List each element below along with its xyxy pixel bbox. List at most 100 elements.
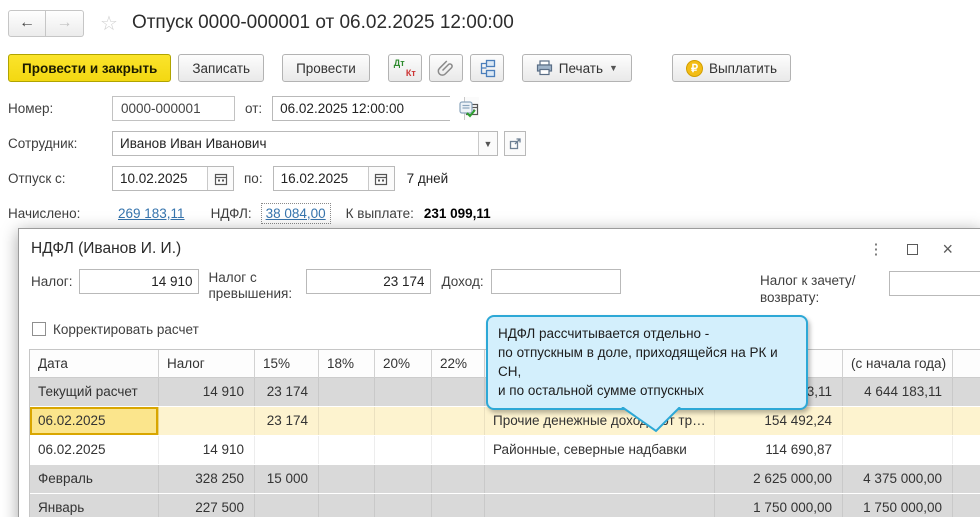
accrued-amount-link[interactable]: 269 183,11 (118, 206, 185, 221)
cell[interactable]: 114 690,87 (715, 436, 843, 464)
open-form-icon (509, 137, 521, 149)
table-row-selected[interactable]: 06.02.2025 23 174 Прочие денежные доходы… (30, 407, 980, 436)
printer-icon (536, 60, 552, 76)
cell[interactable] (375, 465, 432, 493)
col-22[interactable]: 22% (432, 350, 485, 378)
print-label: Печать (558, 60, 604, 76)
cell[interactable] (432, 378, 485, 406)
cell[interactable]: 4 375 000,00 (843, 465, 953, 493)
ndfl-label: НДФЛ: (210, 206, 252, 221)
page-title: Отпуск 0000-000001 от 06.02.2025 12:00:0… (131, 12, 514, 33)
cell[interactable] (159, 407, 255, 435)
cell[interactable]: 14 910 (159, 436, 255, 464)
number-label: Номер: (8, 101, 54, 116)
ndfl-amount-link[interactable]: 38 084,00 (260, 203, 331, 224)
save-button[interactable]: Записать (178, 54, 265, 82)
post-and-close-button[interactable]: Провести и закрыть (8, 54, 172, 82)
calendar-icon (374, 173, 388, 185)
date-input[interactable] (273, 97, 465, 120)
cell[interactable]: 328 250 (159, 465, 255, 493)
cell[interactable] (843, 436, 953, 464)
forward-arrow-icon[interactable]: → (46, 9, 84, 37)
cell[interactable] (255, 436, 319, 464)
attachments-button[interactable] (428, 54, 463, 82)
cell[interactable] (319, 378, 375, 406)
excess-tax-input[interactable] (306, 269, 432, 294)
cell[interactable]: 227 500 (159, 494, 255, 517)
employee-input[interactable] (113, 132, 478, 155)
ruble-coin-icon: ₽ (685, 59, 703, 77)
cell[interactable]: 2 625 000,00 (715, 465, 843, 493)
back-arrow-icon[interactable]: ← (8, 9, 46, 37)
cell[interactable] (375, 494, 432, 517)
cell[interactable]: Февраль (30, 465, 159, 493)
dialog-fields: Налог: Налог с превышения: Доход: Налог … (19, 269, 980, 433)
cell[interactable] (319, 465, 375, 493)
post-button[interactable]: Провести (282, 54, 370, 82)
cell[interactable] (319, 494, 375, 517)
pay-button[interactable]: ₽ Выплатить (671, 54, 792, 82)
income-input[interactable] (490, 269, 621, 294)
close-icon[interactable]: × (942, 238, 953, 259)
cell[interactable]: 14 910 (159, 378, 255, 406)
cell[interactable]: 1 750 000,00 (715, 494, 843, 517)
cell[interactable] (432, 436, 485, 464)
calendar-picker-button[interactable] (207, 167, 233, 190)
vacation-days-text: 7 дней (406, 171, 449, 186)
tax-offset-input[interactable] (889, 271, 980, 296)
employee-dropdown-button[interactable]: ▼ (478, 132, 497, 155)
cell[interactable] (375, 436, 432, 464)
table-row[interactable]: Январь 227 500 1 750 000,00 1 750 000,00 (30, 494, 980, 517)
dtkt-postings-button[interactable]: Дт Кт (387, 54, 422, 82)
col-20[interactable]: 20% (375, 350, 432, 378)
cell[interactable]: Текущий расчет (30, 378, 159, 406)
col-filler (953, 350, 980, 378)
print-button[interactable]: Печать ▼ (521, 54, 632, 82)
cell[interactable] (432, 407, 485, 435)
cell[interactable]: Январь (30, 494, 159, 517)
col-date[interactable]: Дата (30, 350, 159, 378)
maximize-icon[interactable] (907, 243, 919, 255)
col-ytd[interactable]: (с начала года) (843, 350, 953, 378)
cell[interactable] (319, 407, 375, 435)
cell[interactable] (375, 407, 432, 435)
cell[interactable]: 06.02.2025 (30, 436, 159, 464)
cell[interactable] (432, 494, 485, 517)
favorite-star-icon[interactable]: ☆ (100, 12, 118, 35)
col-15[interactable]: 15% (255, 350, 319, 378)
vacation-to-input[interactable] (273, 167, 368, 190)
cell[interactable] (485, 494, 715, 517)
number-input[interactable] (112, 96, 235, 121)
related-documents-button[interactable] (469, 54, 504, 82)
structure-icon (481, 59, 496, 77)
tooltip-line: НДФЛ рассчитывается отдельно - (498, 326, 710, 341)
cell[interactable]: 4 644 183,11 (843, 378, 953, 406)
open-employee-button[interactable] (504, 131, 526, 156)
tooltip-line: по отпускным в доле, приходящейся на РК … (498, 345, 778, 379)
cell[interactable] (375, 378, 432, 406)
cell[interactable] (843, 407, 953, 435)
cell[interactable] (432, 465, 485, 493)
cell[interactable]: 15 000 (255, 465, 319, 493)
document-form: Номер: от: Сотрудник: (8, 95, 980, 227)
ndfl-dialog: НДФЛ (Иванов И. И.) ⋮ × Налог: Налог с п… (18, 228, 980, 517)
cell[interactable]: 23 174 (255, 378, 319, 406)
set-time-button[interactable] (456, 96, 478, 121)
dialog-menu-icon[interactable]: ⋮ (868, 241, 884, 258)
col-tax[interactable]: Налог (159, 350, 255, 378)
cell-active[interactable]: 06.02.2025 (30, 407, 159, 435)
cell[interactable]: 1 750 000,00 (843, 494, 953, 517)
table-row[interactable]: Февраль 328 250 15 000 2 625 000,00 4 37… (30, 465, 980, 494)
cell[interactable] (485, 465, 715, 493)
col-18[interactable]: 18% (319, 350, 375, 378)
calendar-picker-button[interactable] (367, 167, 394, 190)
cell[interactable]: 154 492,24 (715, 407, 843, 435)
table-row[interactable]: 06.02.2025 14 910 Районные, северные над… (30, 436, 980, 465)
cell[interactable] (255, 494, 319, 517)
cell[interactable]: Районные, северные надбавки (485, 436, 715, 464)
cell[interactable] (319, 436, 375, 464)
tax-input[interactable] (79, 269, 200, 294)
checkbox-unchecked[interactable] (32, 322, 46, 336)
cell[interactable]: 23 174 (255, 407, 319, 435)
vacation-from-input[interactable] (113, 167, 207, 190)
